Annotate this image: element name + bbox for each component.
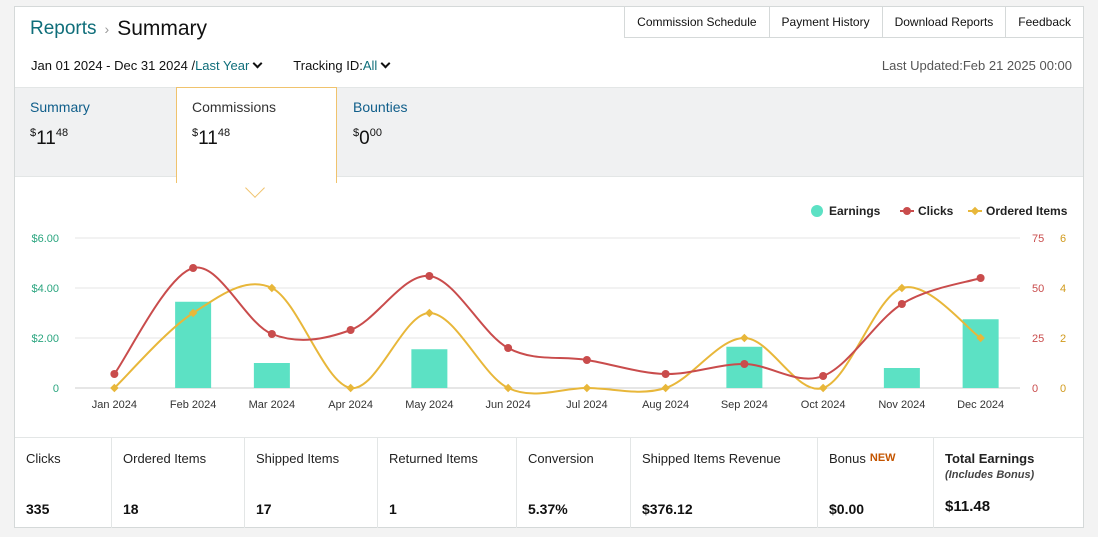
clicks-point: [189, 264, 198, 272]
x-axis-tick: Jul 2024: [566, 399, 608, 411]
clicks-point: [819, 372, 828, 380]
earnings-bar: [411, 349, 448, 388]
ordered-items-point: [661, 383, 670, 393]
tab-commissions[interactable]: Commissions $1148: [176, 87, 337, 183]
right-axis-items-tick: 6: [1060, 233, 1066, 245]
legend-label: Clicks: [918, 204, 954, 218]
stat-returned-items: Returned Items 1: [378, 438, 517, 528]
clicks-point: [897, 300, 906, 308]
earnings-bar: [962, 319, 999, 388]
right-axis-items-tick: 0: [1060, 383, 1066, 395]
clicks-point: [661, 370, 670, 378]
tab-label: Commissions: [192, 99, 277, 115]
x-axis-tick: Dec 2024: [957, 399, 1004, 411]
chevron-right-icon: ›: [104, 21, 110, 37]
ordered-items-point: [818, 383, 828, 393]
ordered-items-point: [110, 383, 119, 393]
clicks-point: [582, 356, 591, 364]
clicks-point: [976, 274, 985, 282]
last-updated: Last Updated:Feb 21 2025 00:00: [881, 58, 1072, 73]
x-axis-tick: Feb 2024: [170, 399, 216, 411]
ordered-items-point: [897, 283, 907, 293]
x-axis-tick: Jun 2024: [485, 399, 530, 411]
stat-conversion: Conversion 5.37%: [517, 438, 631, 528]
x-axis-tick: Aug 2024: [642, 399, 689, 411]
chevron-down-icon[interactable]: [380, 58, 391, 69]
stats-bar: Clicks 335 Ordered Items 18 Shipped Items 1…: [15, 437, 1083, 528]
breadcrumb-reports-link[interactable]: Reports: [30, 18, 97, 39]
breadcrumb: Reports › Summary: [30, 17, 207, 41]
ordered-items-line: [113, 283, 982, 395]
stat-shipped-revenue: Shipped Items Revenue $376.12: [631, 438, 818, 528]
clicks-point: [110, 370, 119, 378]
stat-shipped-items: Shipped Items 17: [245, 438, 378, 528]
x-axis-tick: Oct 2024: [801, 399, 846, 411]
ordered-items-point: [582, 383, 592, 393]
right-axis-clicks-tick: 50: [1032, 283, 1044, 295]
right-axis-items-tick: 2: [1060, 333, 1066, 345]
earnings-bar: [253, 363, 290, 388]
tab-label: Bounties: [353, 99, 408, 115]
clicks-point: [740, 360, 749, 368]
legend-label: Ordered Items: [986, 204, 1068, 218]
tab-bounties[interactable]: Bounties $000: [338, 88, 498, 178]
ordered-items-point: [740, 333, 749, 343]
period-dropdown[interactable]: Last Year: [195, 58, 250, 73]
legend-clicks-swatch: [903, 207, 911, 215]
stat-ordered-items: Ordered Items 18: [112, 438, 245, 528]
x-axis-tick: Nov 2024: [878, 399, 925, 411]
clicks-point: [346, 326, 355, 334]
left-axis-tick: $2.00: [31, 333, 59, 345]
report-tabs: Summary $1148 Commissions $1148 Bounties…: [15, 87, 1083, 183]
date-range: Jan 01 2024 - Dec 31 2024 /: [31, 58, 196, 73]
tab-amount: $1148: [192, 127, 231, 149]
ordered-items-point: [188, 308, 198, 318]
left-axis-tick: $4.00: [31, 283, 59, 295]
left-axis-tick: 0: [53, 383, 59, 395]
earnings-bar: [883, 368, 920, 388]
x-axis-tick: Mar 2024: [249, 399, 295, 411]
tab-amount: $1148: [30, 127, 69, 149]
left-axis-tick: $6.00: [31, 233, 59, 245]
page-title: Summary: [117, 17, 208, 40]
clicks-point: [504, 344, 513, 352]
right-axis-clicks-tick: 75: [1032, 233, 1044, 245]
chevron-down-icon[interactable]: [252, 58, 263, 69]
tab-summary[interactable]: Summary $1148: [15, 88, 175, 178]
feedback-button[interactable]: Feedback: [1006, 6, 1084, 38]
download-reports-button[interactable]: Download Reports: [882, 6, 1007, 38]
right-axis-items-tick: 4: [1060, 283, 1066, 295]
x-axis-tick: May 2024: [405, 399, 453, 411]
tracking-id-dropdown[interactable]: All: [362, 58, 378, 73]
x-axis-tick: Jan 2024: [92, 399, 137, 411]
ordered-items-point: [503, 383, 513, 393]
clicks-line: [113, 266, 981, 380]
legend-label: Earnings: [829, 204, 881, 218]
ordered-items-point: [267, 283, 277, 293]
tab-amount: $000: [353, 127, 382, 149]
clicks-point: [267, 330, 276, 338]
earnings-chart: 0 $2.00 $4.00 $6.00 0 25 50 75 0 2 4 6 Jan 2024 Feb 2…: [31, 204, 1068, 411]
legend-items-swatch: [970, 206, 980, 216]
ordered-items-point: [976, 333, 985, 343]
filter-bar: Jan 01 2024 - Dec 31 2024 / Last Year Tr…: [31, 58, 395, 73]
ordered-items-point: [346, 383, 355, 393]
stat-total-earnings: Total Earnings (Includes Bonus) $11.48: [945, 451, 1035, 515]
x-axis-tick: Apr 2024: [328, 399, 373, 411]
commission-schedule-button[interactable]: Commission Schedule: [624, 6, 770, 38]
x-axis-tick: Sep 2024: [721, 399, 768, 411]
ordered-items-point: [425, 308, 434, 318]
stat-bonus: Bonus NEW $0.00: [818, 438, 934, 528]
payment-history-button[interactable]: Payment History: [769, 6, 883, 38]
clicks-point: [425, 272, 434, 280]
stat-clicks: Clicks 335: [15, 438, 112, 528]
tab-label: Summary: [30, 99, 90, 115]
right-axis-clicks-tick: 25: [1032, 333, 1044, 345]
legend-earnings-swatch: [811, 205, 823, 217]
summary-panel: Reports › Summary Commission Schedule Pa…: [14, 6, 1084, 528]
right-axis-clicks-tick: 0: [1032, 383, 1038, 395]
new-badge: NEW: [869, 452, 896, 464]
tracking-label: Tracking ID:: [293, 58, 363, 73]
top-nav: Commission Schedule Payment History Down…: [624, 6, 1084, 38]
